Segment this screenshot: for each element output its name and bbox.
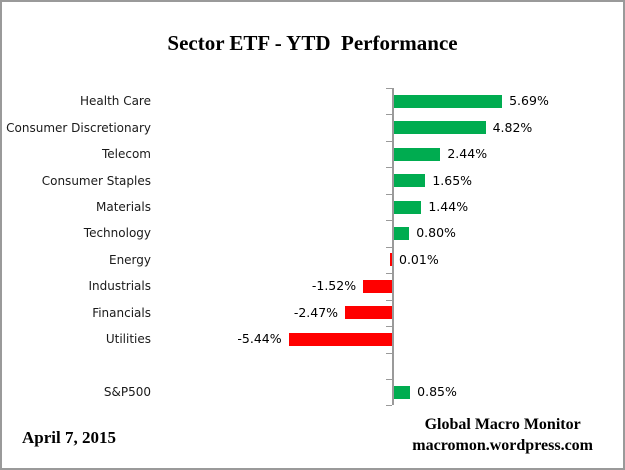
value-label: 5.69% <box>509 93 549 109</box>
category-label: S&P500 <box>103 385 151 400</box>
bar-s-p500 <box>394 385 411 399</box>
category-label: Consumer Staples <box>41 173 151 188</box>
bar-health-care <box>394 94 503 108</box>
category-label: Technology <box>83 226 151 241</box>
bar-industrials <box>363 279 392 293</box>
bar-utilities <box>288 332 392 346</box>
bar-energy <box>390 253 392 267</box>
axis-tick <box>386 273 392 275</box>
axis-tick <box>386 352 392 354</box>
bar-technology <box>394 226 410 240</box>
value-label: 1.65% <box>432 172 473 188</box>
axis-tick <box>386 246 392 248</box>
bar-telecom <box>394 147 441 161</box>
credit-source: Global Macro Monitor <box>424 416 581 433</box>
axis-tick <box>386 220 392 222</box>
bar-materials <box>394 200 422 214</box>
axis-tick <box>386 326 392 328</box>
axis-tick <box>386 378 392 380</box>
value-label: 1.44% <box>428 199 469 215</box>
category-label: Industrials <box>88 279 151 294</box>
value-label: 0.85% <box>417 384 457 400</box>
category-label: Telecom <box>101 147 151 162</box>
axis-tick <box>386 299 392 301</box>
category-label: Materials <box>95 200 151 215</box>
axis-tick <box>386 88 392 89</box>
value-label: 2.44% <box>447 146 488 162</box>
category-label: Financials <box>92 305 151 320</box>
axis-tick <box>386 193 392 195</box>
chart-date: April 7, 2015 <box>22 428 116 447</box>
value-label: -1.52% <box>311 278 357 294</box>
value-label: -2.47% <box>293 304 339 320</box>
category-label: Energy <box>108 252 151 267</box>
credit-url: macromon.wordpress.com <box>412 437 593 454</box>
axis-tick <box>386 167 392 169</box>
bar-consumer-staples <box>394 174 426 188</box>
chart-title: Sector ETF - YTD Performance <box>167 31 458 55</box>
chart-credit: Global Macro Monitor macromon.wordpress.… <box>412 414 593 456</box>
value-label: 0.80% <box>416 225 456 241</box>
y-axis-line <box>392 88 394 406</box>
axis-tick <box>386 140 392 142</box>
value-label: 4.82% <box>492 119 533 135</box>
category-label: Utilities <box>105 332 151 347</box>
category-label: Consumer Discretionary <box>6 120 151 135</box>
axis-tick <box>386 114 392 116</box>
value-label: -5.44% <box>237 331 282 347</box>
bar-consumer-discretionary <box>394 121 486 135</box>
bar-financials <box>345 306 392 320</box>
axis-tick <box>386 405 392 407</box>
category-label: Health Care <box>79 94 151 109</box>
value-label: 0.01% <box>399 251 439 267</box>
